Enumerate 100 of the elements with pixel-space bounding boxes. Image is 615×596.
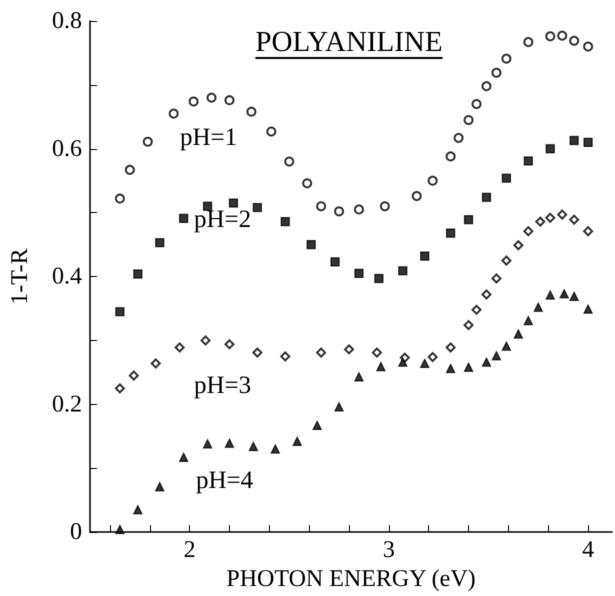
point	[174, 342, 185, 352]
point	[133, 269, 142, 279]
point	[316, 201, 326, 212]
point	[428, 176, 438, 186]
point	[569, 36, 580, 46]
point	[354, 268, 364, 278]
point	[155, 482, 164, 492]
point	[179, 214, 188, 224]
point	[280, 217, 290, 226]
point	[492, 351, 502, 360]
point	[224, 339, 234, 350]
point	[224, 438, 234, 448]
point	[246, 106, 256, 117]
point	[252, 202, 262, 212]
point	[569, 214, 580, 225]
point	[179, 452, 188, 462]
point	[142, 136, 153, 147]
y-tick-label: 0	[70, 519, 82, 546]
chart-title: POLYANILINE	[254, 26, 444, 59]
point	[472, 99, 482, 110]
point	[560, 289, 569, 298]
point	[420, 358, 430, 368]
x-tick-label: 3	[382, 537, 395, 564]
point	[535, 216, 546, 227]
point	[412, 191, 422, 202]
y-axis-title: 1-T-R	[7, 248, 33, 305]
point	[206, 92, 217, 103]
point	[557, 210, 568, 220]
point	[202, 439, 212, 449]
point	[428, 352, 438, 362]
point	[316, 348, 326, 358]
point	[583, 226, 594, 236]
point	[464, 215, 474, 224]
point	[302, 178, 312, 188]
series-label: pH=2	[194, 206, 252, 234]
point	[266, 126, 276, 137]
point	[583, 304, 593, 314]
x-tick-label: 2	[184, 537, 196, 564]
x-tick-label: 4	[582, 537, 594, 564]
point	[482, 192, 492, 202]
point	[534, 302, 543, 312]
point	[545, 31, 556, 42]
point	[472, 304, 482, 315]
point	[376, 362, 386, 372]
point	[583, 42, 594, 52]
point	[524, 316, 533, 326]
point	[546, 144, 555, 154]
point	[133, 505, 142, 514]
point	[188, 96, 199, 106]
point	[570, 292, 579, 301]
point	[491, 68, 502, 78]
point	[334, 206, 344, 216]
point	[248, 442, 258, 452]
y-tick-label: 0.8	[52, 8, 82, 34]
point	[150, 358, 161, 368]
x-axis-title: PHOTON ENERGY (eV)	[226, 566, 476, 592]
point	[446, 151, 456, 162]
point	[344, 344, 354, 354]
point	[464, 362, 474, 372]
point	[114, 383, 125, 394]
point	[570, 136, 579, 146]
point	[380, 201, 390, 212]
point	[280, 351, 290, 362]
point	[398, 266, 408, 276]
point	[114, 194, 125, 204]
point	[546, 290, 555, 300]
series-label: pH=1	[180, 124, 238, 152]
point	[292, 436, 302, 446]
point	[228, 198, 238, 208]
point	[545, 212, 556, 223]
point	[501, 256, 512, 266]
point	[481, 81, 492, 92]
point	[583, 138, 593, 147]
point	[334, 402, 344, 412]
point	[115, 524, 124, 534]
point	[523, 226, 534, 236]
point	[128, 370, 139, 381]
point	[420, 252, 430, 261]
point	[200, 335, 211, 346]
point	[252, 348, 262, 358]
point	[524, 156, 533, 166]
point	[481, 289, 492, 300]
point	[202, 202, 212, 211]
point	[557, 30, 568, 41]
series-label: pH=4	[196, 467, 254, 495]
point	[446, 228, 456, 238]
point	[482, 358, 492, 367]
point	[514, 329, 523, 339]
point	[398, 358, 408, 367]
y-tick-label: 0.4	[52, 264, 82, 290]
point	[464, 115, 474, 126]
point	[306, 240, 316, 250]
point	[374, 274, 384, 284]
point	[270, 444, 280, 454]
point	[491, 273, 502, 284]
point	[501, 54, 512, 64]
point	[124, 164, 135, 175]
point	[454, 132, 464, 143]
y-tick-label: 0.6	[52, 136, 82, 162]
point	[502, 342, 512, 351]
